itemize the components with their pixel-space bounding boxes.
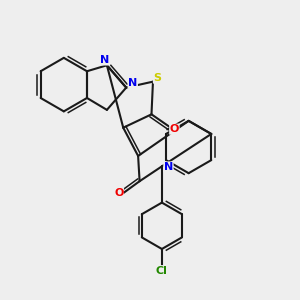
Text: O: O bbox=[170, 124, 179, 134]
Text: O: O bbox=[114, 188, 124, 198]
Text: S: S bbox=[153, 73, 161, 83]
Text: N: N bbox=[128, 78, 137, 88]
Text: N: N bbox=[164, 162, 173, 172]
Text: Cl: Cl bbox=[156, 266, 168, 276]
Text: N: N bbox=[100, 55, 109, 65]
